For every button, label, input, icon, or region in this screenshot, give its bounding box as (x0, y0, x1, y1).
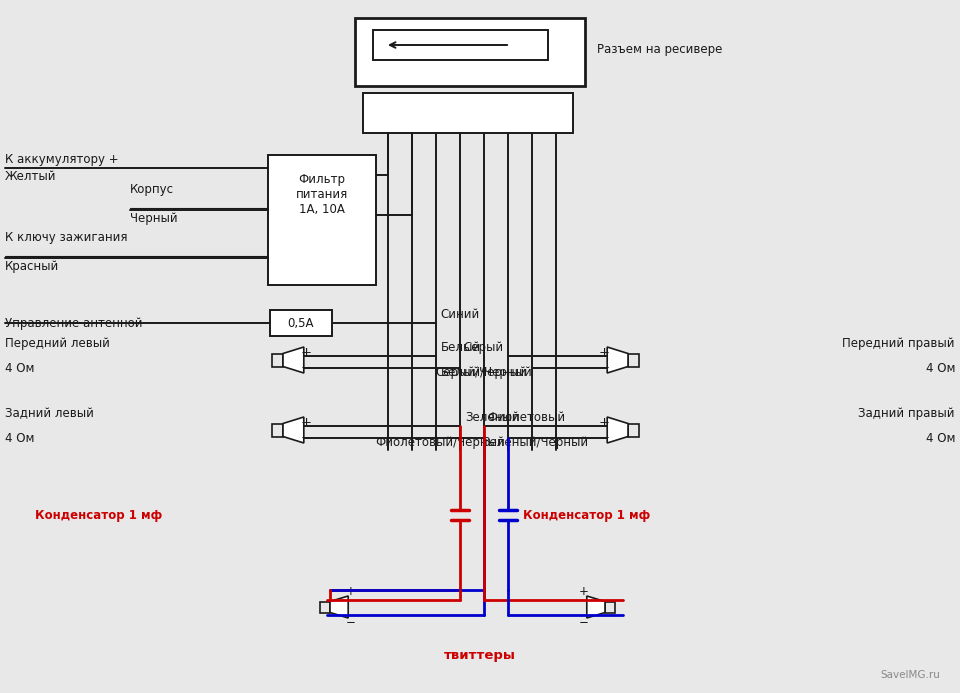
Bar (628, 423, 639, 437)
Text: Зеленый/Черный: Зеленый/Черный (482, 436, 588, 449)
Polygon shape (608, 417, 628, 443)
Text: К ключу зажигания: К ключу зажигания (5, 231, 128, 244)
Bar (628, 353, 639, 367)
Bar (605, 602, 614, 613)
Text: твиттеры: твиттеры (444, 649, 516, 662)
Text: Синий: Синий (440, 308, 479, 321)
Text: 4 Ом: 4 Ом (5, 362, 35, 375)
Text: −: − (579, 616, 589, 629)
Text: +: + (301, 416, 312, 428)
Text: −: − (301, 362, 312, 374)
Text: 4 Ом: 4 Ом (925, 432, 955, 445)
Text: К аккумулятору +: К аккумулятору + (5, 153, 119, 166)
Bar (321, 602, 330, 613)
Text: Красный: Красный (5, 260, 60, 273)
Text: SaveIMG.ru: SaveIMG.ru (880, 670, 940, 680)
Text: Конденсатор 1 мф: Конденсатор 1 мф (35, 509, 162, 522)
Text: 4 Ом: 4 Ом (5, 432, 35, 445)
Polygon shape (608, 347, 628, 373)
Text: +: + (579, 585, 589, 598)
Text: −: − (301, 432, 312, 444)
Text: Фиолетовый/Черный: Фиолетовый/Черный (375, 436, 505, 449)
Text: +: + (599, 416, 610, 428)
Bar (272, 423, 283, 437)
Text: −: − (599, 432, 610, 444)
Text: +: + (301, 346, 312, 358)
Polygon shape (283, 347, 303, 373)
Bar (363, 93, 573, 133)
Text: Разъем на ресивере: Разъем на ресивере (597, 44, 722, 57)
Text: Желтый: Желтый (5, 170, 57, 183)
Polygon shape (283, 417, 303, 443)
Text: Конденсатор 1 мф: Конденсатор 1 мф (523, 509, 650, 522)
Text: Черный: Черный (130, 212, 178, 225)
Text: Белый: Белый (441, 341, 481, 354)
Text: 4 Ом: 4 Ом (925, 362, 955, 375)
Text: Управление антенной: Управление антенной (5, 317, 142, 329)
Bar (268, 155, 376, 285)
Polygon shape (330, 596, 348, 618)
Text: Передний правый: Передний правый (843, 337, 955, 350)
Text: +: + (346, 585, 356, 598)
Text: Корпус: Корпус (130, 183, 174, 196)
Bar (373, 30, 548, 60)
Text: Белый/Черный: Белый/Черный (441, 366, 533, 379)
Text: Задний левый: Задний левый (5, 407, 94, 420)
Text: 0,5А: 0,5А (288, 317, 314, 329)
Text: Серый: Серый (463, 341, 503, 354)
Text: Серый/Черный: Серый/Черный (435, 366, 527, 379)
Text: Фиолетовый: Фиолетовый (487, 411, 565, 424)
Bar (355, 18, 585, 86)
Bar (272, 353, 283, 367)
Text: Передний левый: Передний левый (5, 337, 109, 350)
Bar (270, 310, 332, 336)
Text: −: − (599, 362, 610, 374)
Text: Фильтр
питания
1А, 10А: Фильтр питания 1А, 10А (296, 173, 348, 216)
Text: Задний правый: Задний правый (858, 407, 955, 420)
Polygon shape (587, 596, 605, 618)
Text: +: + (599, 346, 610, 358)
Text: Зеленый: Зеленый (465, 411, 519, 424)
Text: −: − (346, 616, 356, 629)
